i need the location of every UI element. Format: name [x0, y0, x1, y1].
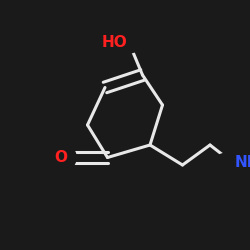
Text: HO: HO	[102, 35, 128, 50]
Ellipse shape	[212, 151, 250, 174]
Ellipse shape	[58, 146, 77, 169]
Text: NH₂: NH₂	[235, 155, 250, 170]
Ellipse shape	[111, 31, 144, 54]
Text: O: O	[54, 150, 68, 165]
